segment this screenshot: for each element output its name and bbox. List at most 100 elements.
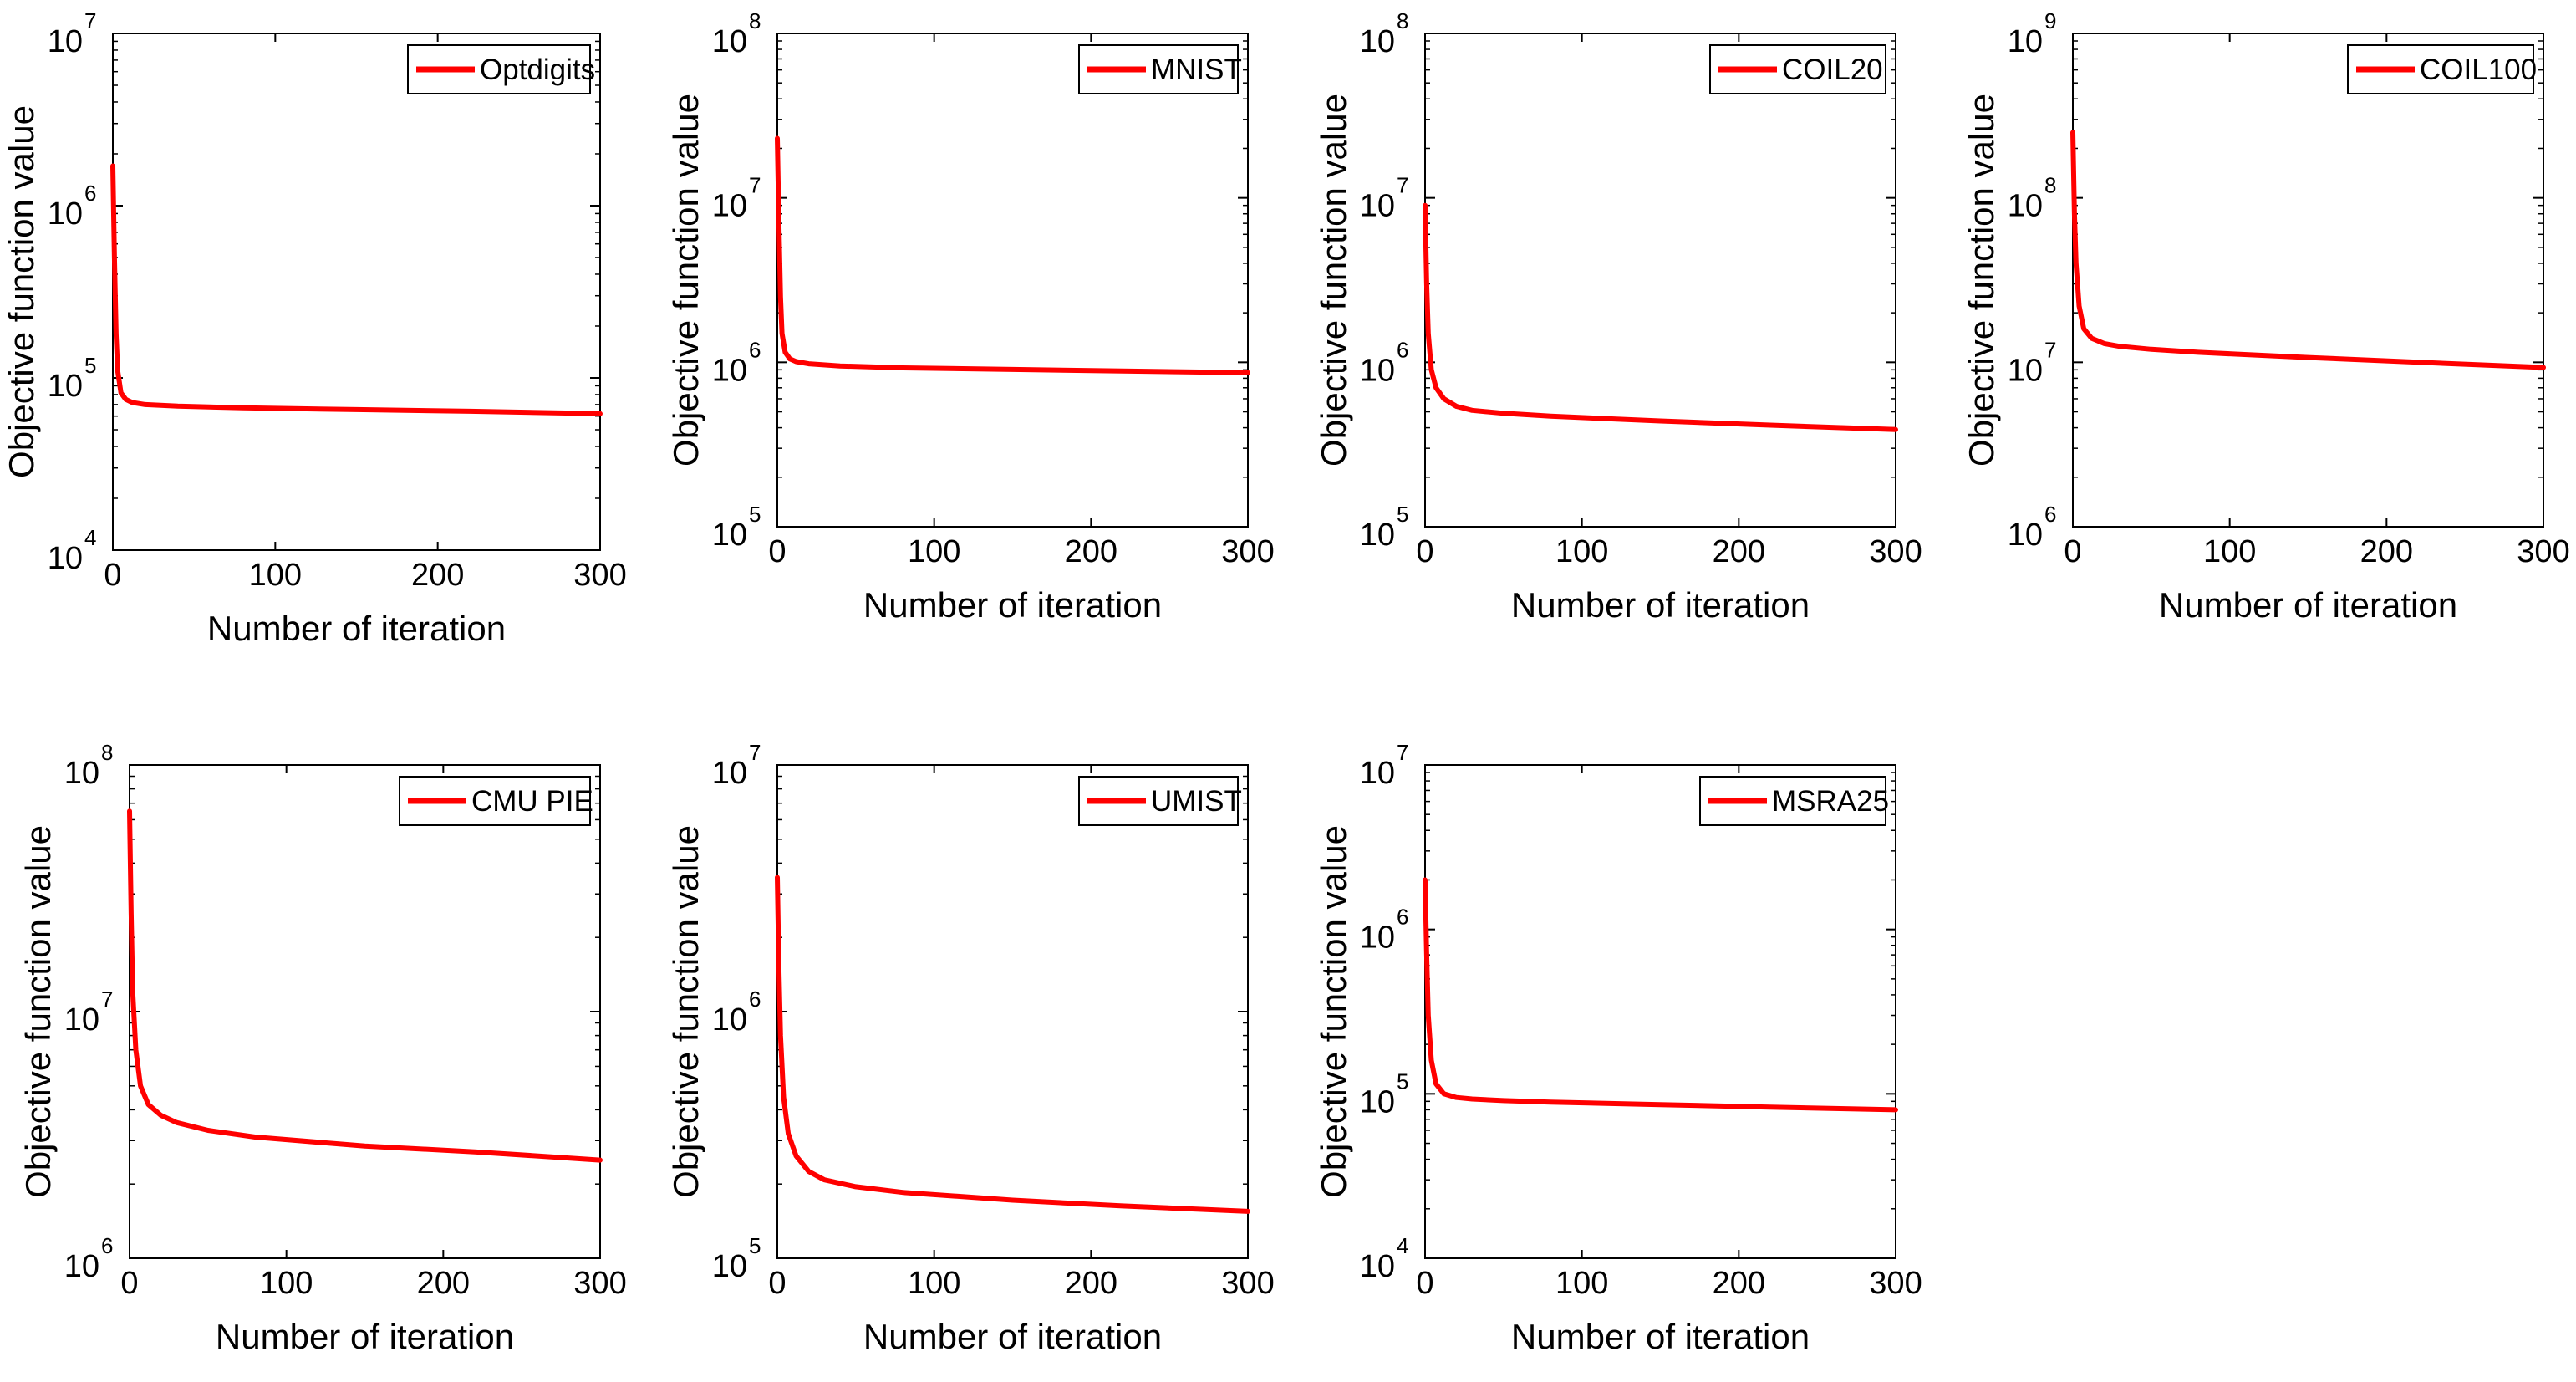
y-tick-exponent: 6	[2044, 502, 2056, 527]
x-tick-label: 300	[1869, 1266, 1922, 1301]
y-tick-label: 10	[1360, 518, 1395, 553]
y-tick-label: 10	[64, 756, 99, 791]
y-tick-label: 10	[712, 756, 747, 791]
x-tick-label: 200	[1065, 1266, 1117, 1301]
y-tick-exponent: 7	[1397, 173, 1408, 198]
axes-box	[2072, 33, 2544, 528]
x-axis-label: Number of iteration	[216, 1317, 514, 1356]
y-axis-label: Objective function value	[1314, 94, 1353, 467]
x-tick-label: 0	[1416, 534, 1433, 569]
x-tick-label: 200	[1065, 534, 1117, 569]
x-tick-label: 100	[908, 1266, 960, 1301]
y-tick-exponent: 7	[84, 8, 96, 33]
legend-label: MNIST	[1151, 54, 1242, 86]
y-tick-label: 10	[2008, 518, 2043, 553]
x-tick-label: 100	[908, 534, 960, 569]
y-tick-label: 10	[2008, 353, 2043, 388]
y-tick-exponent: 6	[1397, 905, 1408, 930]
series-line	[775, 875, 1250, 1214]
y-tick-label: 10	[1360, 756, 1395, 791]
x-axis-label: Number of iteration	[1511, 1317, 1810, 1356]
y-axis-label: Objective function value	[666, 94, 705, 467]
y-tick-label: 10	[1360, 1249, 1395, 1284]
series-line	[2070, 130, 2546, 370]
series-line	[1423, 877, 1898, 1113]
y-tick-exponent: 5	[749, 1233, 761, 1258]
axes-box	[1424, 764, 1896, 1259]
legend-label: COIL20	[1782, 54, 1883, 86]
legend-label: COIL100	[2420, 54, 2537, 86]
y-axis-label: Objective function value	[2, 105, 41, 478]
y-tick-label: 10	[1360, 920, 1395, 956]
series-line	[110, 163, 603, 416]
x-axis-label: Number of iteration	[1511, 585, 1810, 625]
x-tick-label: 300	[1221, 534, 1274, 569]
x-tick-label: 200	[1713, 534, 1765, 569]
y-axis-label: Objective function value	[1314, 825, 1353, 1198]
x-tick-label: 200	[1713, 1266, 1765, 1301]
y-tick-label: 10	[712, 1002, 747, 1038]
y-tick-exponent: 6	[84, 181, 96, 206]
y-tick-exponent: 9	[2044, 8, 2056, 33]
x-tick-label: 100	[249, 558, 302, 593]
y-tick-exponent: 4	[84, 525, 96, 550]
y-tick-label: 10	[712, 353, 747, 388]
axes-box	[1424, 33, 1896, 528]
y-tick-exponent: 5	[749, 502, 761, 527]
y-tick-exponent: 6	[101, 1233, 113, 1258]
y-tick-exponent: 6	[1397, 337, 1408, 362]
legend-box	[399, 776, 591, 826]
y-tick-label: 10	[48, 24, 83, 59]
y-tick-label: 10	[48, 541, 83, 576]
x-tick-label: 0	[120, 1266, 138, 1301]
x-tick-label: 0	[2064, 534, 2081, 569]
y-tick-exponent: 7	[749, 740, 761, 765]
y-tick-label: 10	[2008, 24, 2043, 59]
y-tick-label: 10	[1360, 189, 1395, 224]
axes-box	[112, 33, 601, 551]
y-tick-exponent: 5	[1397, 502, 1408, 527]
x-tick-label: 300	[1869, 534, 1922, 569]
y-tick-exponent: 5	[84, 353, 96, 378]
legend-label: Optdigits	[480, 54, 595, 86]
x-axis-label: Number of iteration	[2159, 585, 2457, 625]
y-tick-exponent: 7	[1397, 740, 1408, 765]
x-tick-label: 200	[417, 1266, 470, 1301]
x-tick-label: 300	[2517, 534, 2569, 569]
x-tick-label: 300	[1221, 1266, 1274, 1301]
series-line	[127, 808, 603, 1163]
axes-box	[129, 764, 601, 1259]
y-tick-label: 10	[712, 518, 747, 553]
x-axis-label: Number of iteration	[863, 1317, 1162, 1356]
x-tick-label: 0	[768, 1266, 786, 1301]
x-tick-label: 100	[2203, 534, 2256, 569]
y-tick-label: 10	[712, 24, 747, 59]
y-tick-exponent: 8	[1397, 8, 1408, 33]
series-line	[1423, 202, 1898, 432]
x-tick-label: 200	[411, 558, 464, 593]
x-tick-label: 100	[260, 1266, 313, 1301]
x-tick-label: 0	[104, 558, 121, 593]
x-tick-label: 200	[2360, 534, 2413, 569]
y-tick-label: 10	[64, 1002, 99, 1038]
x-tick-label: 300	[573, 1266, 626, 1301]
y-tick-exponent: 8	[749, 8, 761, 33]
y-tick-exponent: 7	[2044, 337, 2056, 362]
series-line	[775, 135, 1250, 375]
x-tick-label: 0	[1416, 1266, 1433, 1301]
y-tick-label: 10	[712, 189, 747, 224]
y-tick-label: 10	[1360, 353, 1395, 388]
legend-label: UMIST	[1151, 785, 1242, 818]
legend-label: CMU PIE	[471, 785, 593, 818]
y-tick-exponent: 8	[2044, 173, 2056, 198]
y-tick-exponent: 4	[1397, 1233, 1408, 1258]
y-axis-label: Objective function value	[18, 825, 58, 1198]
